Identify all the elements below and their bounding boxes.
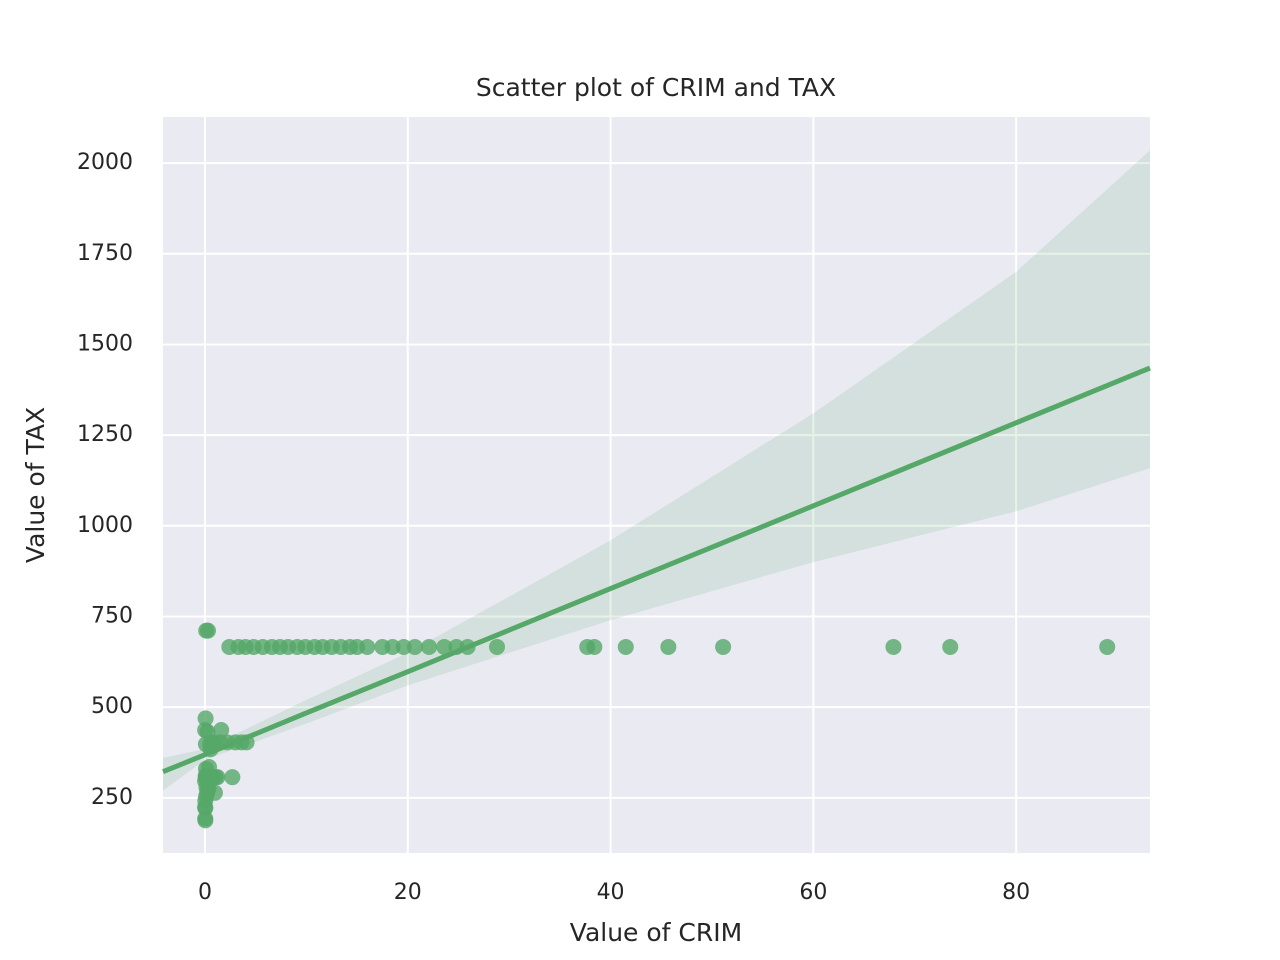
x-axis-label: Value of CRIM (570, 918, 742, 947)
scatter-point (489, 638, 506, 655)
regression-line (162, 365, 1151, 775)
y-tick-label: 2000 (77, 150, 133, 175)
scatter-point (224, 769, 241, 786)
scatter-point (201, 759, 218, 776)
scatter-point (213, 722, 230, 739)
x-tick-label: 40 (597, 880, 625, 905)
confidence-band (163, 150, 1150, 791)
scatter-point (715, 638, 732, 655)
y-tick-label: 1750 (77, 241, 133, 266)
scatter-point (198, 788, 215, 805)
scatter-point (617, 638, 634, 655)
scatter-point (1099, 638, 1116, 655)
scatter-point (436, 638, 453, 655)
plot-area (163, 117, 1150, 853)
scatter-point (660, 638, 677, 655)
scatter-point (197, 812, 214, 829)
scatter-point (359, 638, 376, 655)
x-tick-label: 20 (394, 880, 422, 905)
y-tick-label: 500 (91, 694, 133, 719)
y-tick-label: 1500 (77, 331, 133, 356)
scatter-point (406, 638, 423, 655)
scatter-point (885, 638, 902, 655)
x-tick-label: 80 (1002, 880, 1030, 905)
y-axis-label: Value of TAX (21, 407, 50, 563)
y-tick-label: 750 (91, 603, 133, 628)
scatter-point (395, 638, 412, 655)
y-tick-label: 250 (91, 785, 133, 810)
scatter-point (384, 638, 401, 655)
y-tick-label: 1250 (77, 422, 133, 447)
scatter-point (942, 638, 959, 655)
x-tick-label: 60 (799, 880, 827, 905)
x-tick-label: 0 (198, 880, 212, 905)
chart-title: Scatter plot of CRIM and TAX (476, 73, 836, 102)
scatter-point (197, 710, 214, 727)
scatter-point (198, 622, 215, 639)
scatter-point (421, 638, 438, 655)
scatter-point (586, 638, 603, 655)
y-tick-label: 1000 (77, 513, 133, 538)
